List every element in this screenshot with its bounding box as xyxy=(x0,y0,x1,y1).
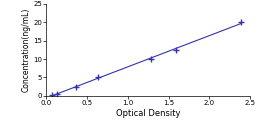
Y-axis label: Concentration(ng/mL): Concentration(ng/mL) xyxy=(21,8,30,92)
X-axis label: Optical Density: Optical Density xyxy=(116,109,181,118)
